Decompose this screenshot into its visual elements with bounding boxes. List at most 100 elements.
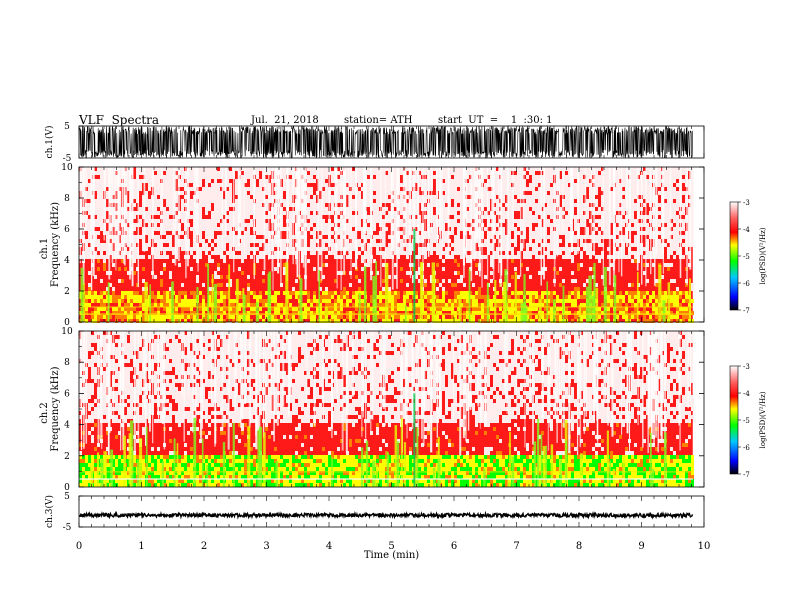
spectrogram-1-cell xyxy=(559,179,562,183)
spectrogram-1-cell xyxy=(631,179,634,183)
spectrogram-1-cell xyxy=(487,247,490,251)
spectrogram-1-cell xyxy=(433,199,436,203)
spectrogram-1-cell xyxy=(406,255,409,259)
spectrogram-1-cell xyxy=(526,251,529,255)
spectrogram-1-cell xyxy=(334,279,337,283)
spectrogram-1-cell xyxy=(532,215,535,219)
spectrogram-1-cell xyxy=(685,283,688,287)
spectrogram-1-cell xyxy=(319,171,322,175)
spectrogram-1-cell xyxy=(529,203,532,207)
spectrogram-1-cell xyxy=(127,255,130,259)
spectrogram-1-cell xyxy=(643,215,646,219)
spectrogram-1-cell xyxy=(199,239,202,243)
spectrogram-1-cell xyxy=(502,239,505,243)
spectrogram-1-cell xyxy=(88,271,91,275)
spectrogram-1-cell xyxy=(163,219,166,223)
spectrogram-1-cell xyxy=(691,183,694,187)
spectrogram-1-cell xyxy=(304,315,307,319)
spectrogram-1-cell xyxy=(505,243,508,247)
spectrogram-1-cell xyxy=(580,243,583,247)
spectrogram-1-cell xyxy=(265,299,268,303)
spectrogram-1-cell xyxy=(394,179,397,183)
spectrogram-1-cell xyxy=(580,167,583,171)
spectrogram-1-cell xyxy=(220,307,223,311)
spectrogram-1-cell xyxy=(601,215,604,219)
spectrogram-1-cell xyxy=(220,223,223,227)
spectrogram-1-cell xyxy=(652,263,655,267)
spectrogram-1-cell xyxy=(436,295,439,299)
spectrogram-1-cell xyxy=(670,195,673,199)
spectrogram-1-cell xyxy=(442,279,445,283)
spectrogram-1-cell xyxy=(547,291,550,295)
spectrogram-1-cell xyxy=(493,187,496,191)
spectrogram-1-cell xyxy=(325,175,328,179)
spectrogram-1-cell xyxy=(541,295,544,299)
spectrogram-1-cell xyxy=(247,167,250,171)
spectrogram-1-cell xyxy=(196,255,199,259)
spectrogram-1-cell xyxy=(361,259,364,263)
spectrogram-1-cell xyxy=(442,299,445,303)
spectrogram-1-cell xyxy=(100,175,103,179)
spectrogram-1-cell xyxy=(487,215,490,219)
spectrogram-1-cell xyxy=(247,207,250,211)
spectrogram-1-cell xyxy=(235,215,238,219)
spectrogram-1-cell xyxy=(124,307,127,311)
spectrogram-1-cell xyxy=(619,227,622,231)
spectrogram-1-cell xyxy=(157,211,160,215)
spectrogram-1-cell xyxy=(583,303,586,307)
spectrogram-1-cell xyxy=(127,227,130,231)
spectrogram-1-cell xyxy=(109,243,112,247)
spectrogram-1-cell xyxy=(643,191,646,195)
spectrogram-1-cell xyxy=(520,203,523,207)
spectrogram-1-cell xyxy=(322,315,325,319)
spectrogram-1-cell xyxy=(307,199,310,203)
spectrogram-1-cell xyxy=(283,307,286,311)
spectrogram-1-cell xyxy=(148,211,151,215)
spectrogram-1-cell xyxy=(148,235,151,239)
spectrogram-1-cell xyxy=(664,211,667,215)
spectrogram-1-cell xyxy=(430,235,433,239)
spectrogram-1-cell xyxy=(454,271,457,275)
spectrogram-1-cell xyxy=(565,315,568,319)
spectrogram-1-cell xyxy=(466,247,469,251)
spectrogram-1-cell xyxy=(394,299,397,303)
spectrogram-1-cell xyxy=(157,183,160,187)
spectrogram-1-cell xyxy=(235,239,238,243)
spectrogram-1-cell xyxy=(391,291,394,295)
spectrogram-1-cell xyxy=(178,299,181,303)
spectrogram-1-cell xyxy=(547,315,550,319)
spectrogram-1-cell xyxy=(574,175,577,179)
spectrogram-1-cell xyxy=(589,251,592,255)
spectrogram-1-cell xyxy=(346,227,349,231)
spectrogram-1-cell xyxy=(649,315,652,319)
spectrogram-1-cell xyxy=(529,167,532,171)
spectrogram-1-cell xyxy=(484,203,487,207)
spectrogram-1-cell xyxy=(166,199,169,203)
spectrogram-1-cell xyxy=(190,171,193,175)
spectrogram-1-cell xyxy=(565,299,568,303)
spectrogram-1-cell xyxy=(577,295,580,299)
spectrogram-1-cell xyxy=(205,175,208,179)
spectrogram-1-cell xyxy=(208,167,211,171)
spectrogram-1-cell xyxy=(400,207,403,211)
spectrogram-1-cell xyxy=(214,179,217,183)
spectrogram-1-cell xyxy=(280,307,283,311)
spectrogram-1-cell xyxy=(400,239,403,243)
spectrogram-1-cell xyxy=(136,171,139,175)
spectrogram-1-cell xyxy=(532,191,535,195)
spectrogram-1-cell xyxy=(256,231,259,235)
spectrogram-1-cell xyxy=(538,235,541,239)
spectrogram-1-cell xyxy=(226,235,229,239)
spectrogram-1-cell xyxy=(550,191,553,195)
spectrogram-1-cell xyxy=(241,239,244,243)
spectrogram-1-cell xyxy=(151,303,154,307)
spectrogram-1-cell xyxy=(502,255,505,259)
spectrogram-1-cell xyxy=(484,295,487,299)
spectrogram-1-cell xyxy=(127,299,130,303)
spectrogram-1-cell xyxy=(394,307,397,311)
spectrogram-1-cell xyxy=(640,303,643,307)
spectrogram-1-cell xyxy=(376,203,379,207)
spectrogram-1-cell xyxy=(544,251,547,255)
spectrogram-1-cell xyxy=(133,227,136,231)
spectrogram-1-cell xyxy=(346,207,349,211)
